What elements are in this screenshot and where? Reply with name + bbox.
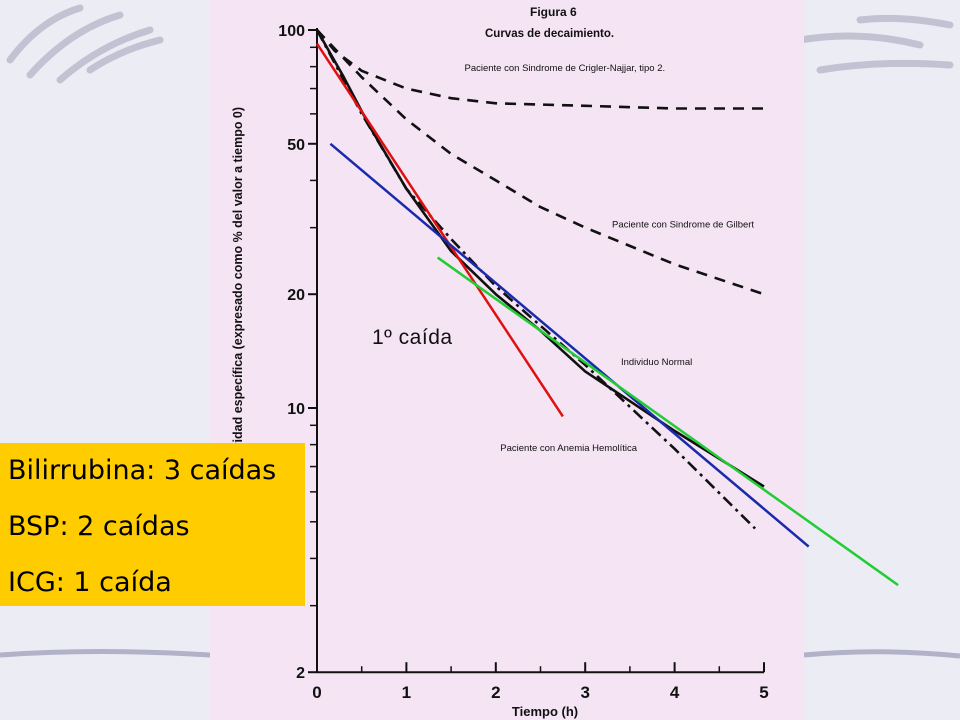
y-tick-label: 20 [287,287,305,304]
y-axis-label: Actividad específica (expresado como % d… [231,107,245,473]
x-axis-label: Tiempo (h) [512,704,578,719]
chart-series [315,29,899,587]
y-tick-label: 50 [287,137,305,154]
series-line-5 [329,142,810,548]
y-tick-label: 10 [287,401,305,418]
legend-box: Bilirrubina: 3 caídas BSP: 2 caídas ICG:… [0,443,305,606]
series-line-4 [315,42,564,418]
figure-scan [210,0,804,720]
x-tick-label: 2 [491,683,500,702]
series-line-6 [436,256,899,587]
x-tick-label: 5 [759,683,768,702]
x-tick-label: 1 [402,683,411,702]
x-tick-label: 4 [670,683,680,702]
x-tick-label: 0 [312,683,321,702]
series-annotation: Individuo Normal [621,357,692,368]
series-annotation: Paciente con Sindrome de Crigler-Najjar,… [465,63,666,74]
chart-title: Figura 6 [530,5,577,19]
chart-subtitle: Curvas de decaimiento. [485,28,614,40]
chart-labels: Paciente con Sindrome de Crigler-Najjar,… [231,5,754,719]
legend-item-bilirrubina: Bilirrubina: 3 caídas [8,455,277,486]
y-tick-label: 2 [296,665,305,682]
x-tick-label: 3 [580,683,589,702]
series-annotation: Paciente con Anemia Hemolítica [500,443,637,454]
series-line-1 [316,29,765,296]
chart-axes [316,28,764,674]
legend-item-bsp: BSP: 2 caídas [8,511,190,542]
legend-item-icg: ICG: 1 caída [8,567,172,598]
first-drop-label: 1º caída [372,326,453,349]
series-annotation: Paciente con Sindrome de Gilbert [612,220,754,231]
y-tick-label: 100 [278,23,305,40]
